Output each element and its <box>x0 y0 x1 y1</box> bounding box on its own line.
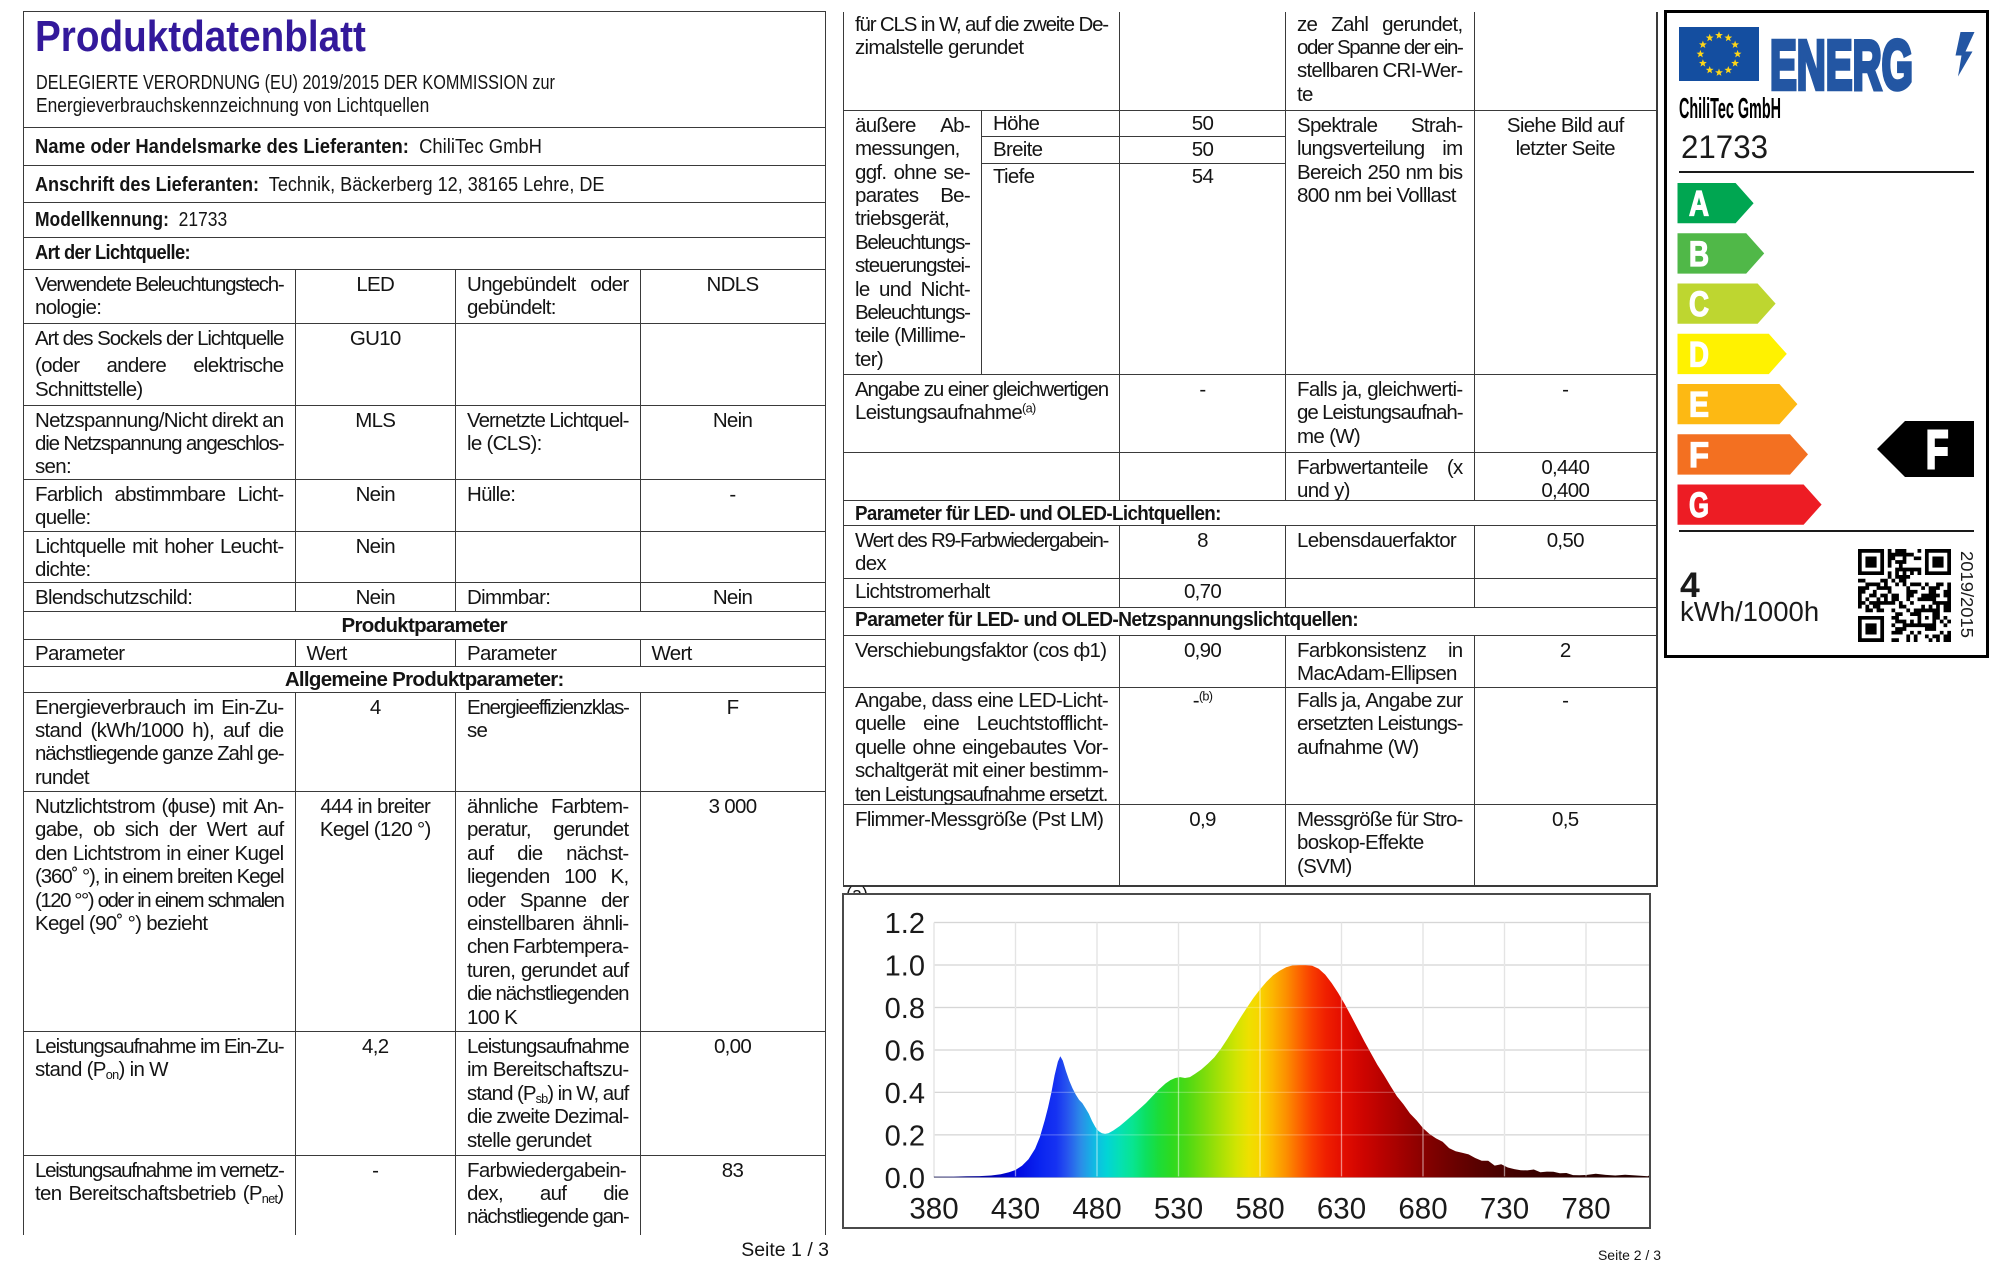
svg-text:G: G <box>1689 486 1709 525</box>
svg-text:E: E <box>1689 386 1709 425</box>
svg-text:C: C <box>1689 285 1709 324</box>
svg-text:F: F <box>1926 419 1948 480</box>
svg-text:ENERG: ENERG <box>1770 26 1913 104</box>
svg-text:kWh/1000h: kWh/1000h <box>1680 596 1819 627</box>
svg-text:0.4: 0.4 <box>885 1078 925 1110</box>
svg-text:21733: 21733 <box>1681 129 1768 165</box>
svg-text:580: 580 <box>1235 1193 1284 1226</box>
svg-text:730: 730 <box>1480 1193 1529 1226</box>
svg-text:4: 4 <box>1680 565 1700 605</box>
svg-text:630: 630 <box>1317 1193 1366 1226</box>
svg-text:680: 680 <box>1398 1193 1447 1226</box>
svg-text:530: 530 <box>1154 1193 1203 1226</box>
svg-text:1.2: 1.2 <box>885 908 925 940</box>
svg-text:0.0: 0.0 <box>885 1163 925 1195</box>
svg-text:2019/2015: 2019/2015 <box>1957 551 1977 638</box>
svg-text:ChiliTec GmbH: ChiliTec GmbH <box>1679 93 1781 125</box>
svg-text:0.6: 0.6 <box>885 1036 925 1068</box>
svg-text:B: B <box>1689 235 1709 274</box>
svg-text:430: 430 <box>991 1193 1040 1226</box>
svg-text:780: 780 <box>1561 1193 1610 1226</box>
svg-text:F: F <box>1689 436 1709 475</box>
svg-text:0.8: 0.8 <box>885 993 925 1025</box>
svg-text:D: D <box>1689 335 1709 374</box>
svg-text:480: 480 <box>1072 1193 1121 1226</box>
svg-text:1.0: 1.0 <box>885 951 925 983</box>
svg-text:A: A <box>1689 185 1709 224</box>
svg-text:380: 380 <box>909 1193 958 1226</box>
svg-text:0.2: 0.2 <box>885 1120 925 1152</box>
